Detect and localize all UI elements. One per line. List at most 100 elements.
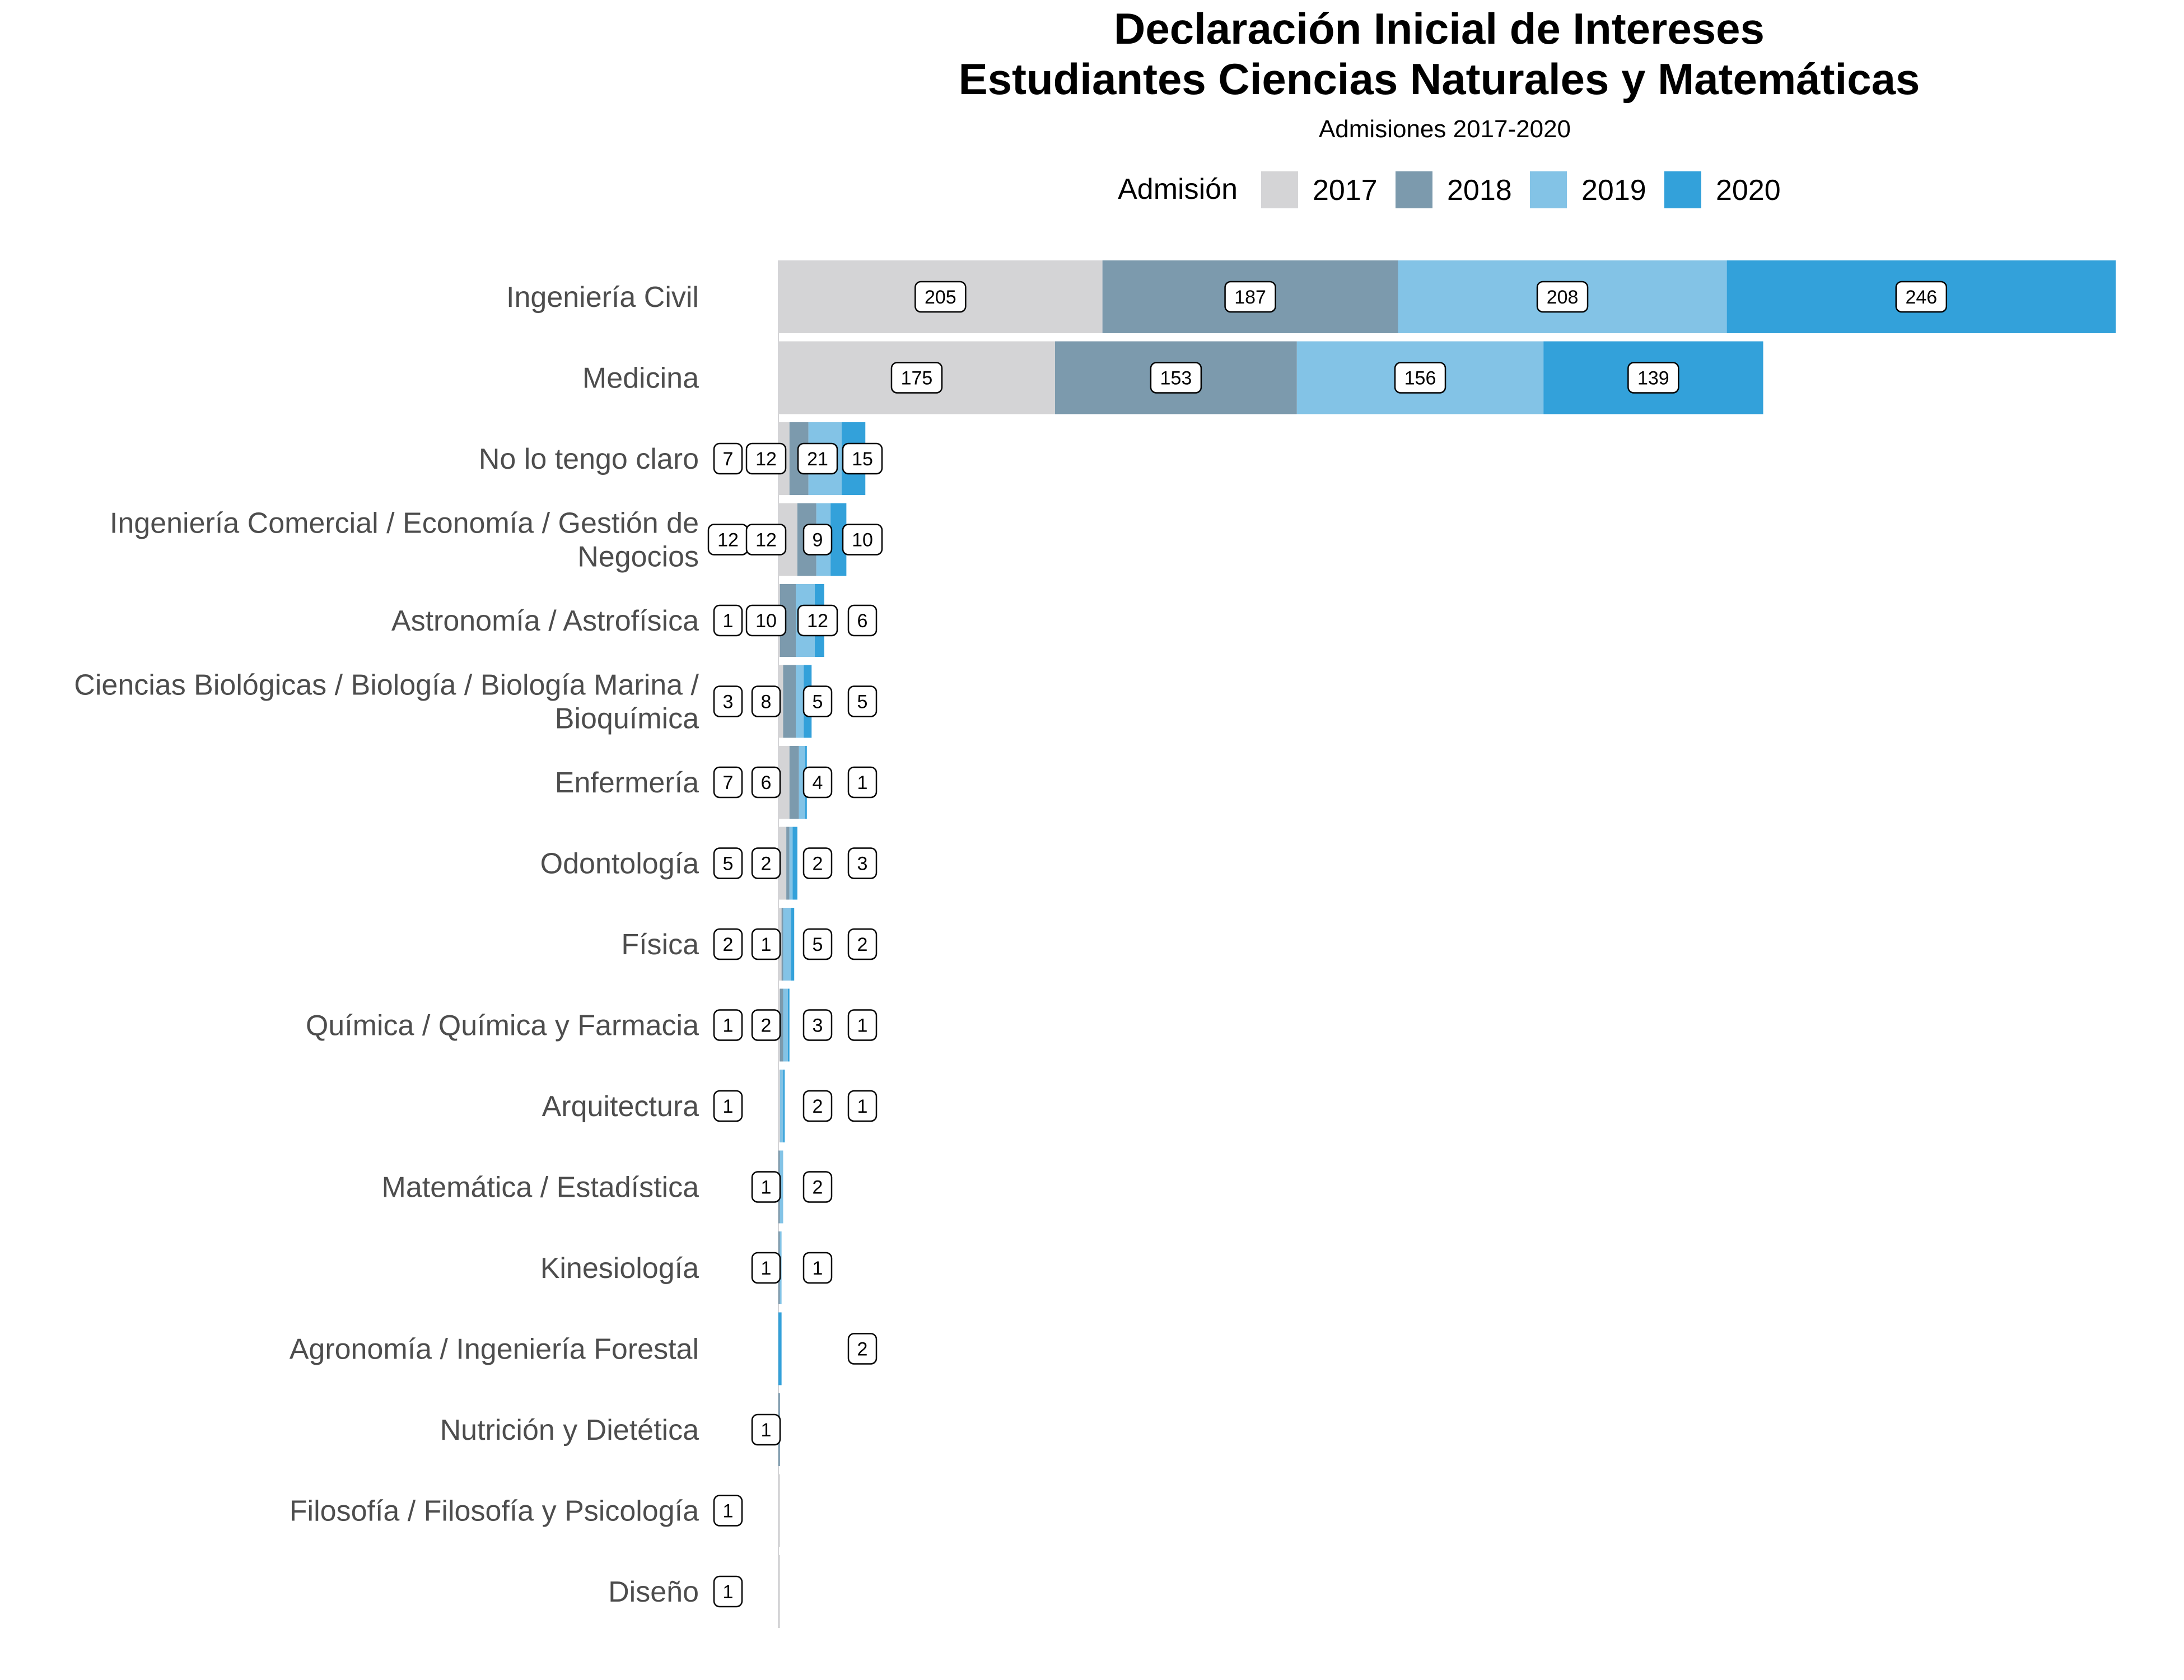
data-label: 1 xyxy=(723,1096,734,1117)
category-label: Odontología xyxy=(540,848,699,880)
data-label: 246 xyxy=(1905,287,1937,308)
data-label: 2 xyxy=(813,1177,823,1198)
data-label: 187 xyxy=(1234,287,1266,308)
data-label-box xyxy=(847,685,878,717)
chart-title: Declaración Inicial de InteresesEstudian… xyxy=(959,4,1920,104)
bar-segment-2020 xyxy=(787,988,790,1062)
data-label-box xyxy=(802,685,833,717)
data-label: 5 xyxy=(813,934,823,955)
data-label: 1 xyxy=(761,1258,772,1279)
data-label-box xyxy=(890,362,943,394)
category-label: Astronomía / Astrofísica xyxy=(391,605,699,637)
bar-segment-2017 xyxy=(778,746,790,819)
data-label: 2 xyxy=(857,934,868,955)
data-label-box xyxy=(713,1090,743,1122)
category-label: Agronomía / Ingeniería Forestal xyxy=(290,1333,699,1366)
data-label: 4 xyxy=(813,772,823,794)
data-label: 2 xyxy=(761,1015,772,1037)
bar-segment-2019 xyxy=(783,988,788,1062)
data-label: 1 xyxy=(761,1420,772,1441)
data-label: 21 xyxy=(807,449,828,470)
data-label: 12 xyxy=(717,530,739,551)
data-label: 6 xyxy=(761,772,772,794)
data-label: 5 xyxy=(723,853,734,875)
data-label-box xyxy=(847,1333,878,1365)
data-label-box xyxy=(751,1009,781,1041)
data-label: 12 xyxy=(755,530,777,551)
bar-segment-2018 xyxy=(780,988,783,1062)
data-label: 1 xyxy=(857,1096,868,1117)
category-label: Física xyxy=(621,928,699,961)
data-label-box xyxy=(713,1575,743,1608)
category-label: Nutrición y Dietética xyxy=(440,1414,699,1446)
bar-segment-2017 xyxy=(778,827,787,900)
bar-segment-2017 xyxy=(778,1070,780,1142)
data-label: 2 xyxy=(723,934,734,955)
data-label-box xyxy=(751,847,781,879)
category-label: Negocios xyxy=(577,541,699,573)
legend-swatch-2020 xyxy=(1664,171,1701,208)
data-label-box xyxy=(914,281,967,313)
bar-segment-2020 xyxy=(792,827,797,900)
bar-segment-2019 xyxy=(799,746,805,819)
data-label: 1 xyxy=(723,610,734,632)
data-label-box xyxy=(751,766,781,799)
data-label: 7 xyxy=(723,772,734,794)
data-label: 1 xyxy=(723,1015,734,1037)
data-label: 2 xyxy=(813,853,823,875)
data-label-box xyxy=(802,928,833,960)
data-label: 15 xyxy=(852,449,873,470)
bar-segment-2020 xyxy=(783,1070,785,1142)
data-label-box xyxy=(713,847,743,879)
legend-label-2020: 2020 xyxy=(1716,174,1781,207)
category-label: Kinesiología xyxy=(540,1252,699,1285)
category-label: Medicina xyxy=(582,362,699,395)
bar-segment-2017 xyxy=(778,1555,780,1628)
legend-swatch-2017 xyxy=(1261,171,1298,208)
bar-segment-2018 xyxy=(781,908,783,981)
bar-segment-2017 xyxy=(778,1474,780,1547)
data-label: 205 xyxy=(925,287,956,308)
data-label: 1 xyxy=(813,1258,823,1279)
category-label: Arquitectura xyxy=(542,1090,699,1123)
data-label-box xyxy=(1394,362,1446,394)
data-label-box xyxy=(751,1252,781,1284)
data-label-box xyxy=(745,524,787,556)
data-label-box xyxy=(1536,281,1589,313)
category-label: No lo tengo claro xyxy=(479,443,699,475)
legend-label-2017: 2017 xyxy=(1313,174,1378,207)
data-label: 2 xyxy=(813,1096,823,1117)
category-label: Enfermería xyxy=(555,767,699,799)
data-label-box xyxy=(745,604,787,637)
legend-title: Admisión xyxy=(1118,173,1238,206)
category-label: Ciencias Biológicas / Biología / Biologí… xyxy=(74,669,699,702)
category-label: Filosofía / Filosofía y Psicología xyxy=(290,1495,699,1528)
data-label: 1 xyxy=(857,772,868,794)
data-label: 10 xyxy=(755,610,777,632)
data-label: 8 xyxy=(761,692,772,713)
data-label-box xyxy=(847,766,878,799)
bar-segment-2018 xyxy=(783,665,796,738)
data-label: 208 xyxy=(1547,287,1579,308)
bar-segment-2018 xyxy=(789,746,799,819)
bar-segment-2019 xyxy=(789,827,793,900)
data-label-box xyxy=(1627,362,1679,394)
data-label-box xyxy=(802,766,833,799)
data-label-box xyxy=(1224,281,1276,313)
bar-segment-2020 xyxy=(791,908,795,981)
bar-segment-2019 xyxy=(783,908,791,981)
data-label-box xyxy=(713,1495,743,1527)
data-label-box xyxy=(797,604,838,637)
category-label: Diseño xyxy=(608,1576,699,1608)
plot-area xyxy=(778,260,2116,1628)
data-label-box xyxy=(713,442,743,475)
chart-title-line: Declaración Inicial de Intereses xyxy=(1114,4,1765,53)
data-label: 5 xyxy=(857,692,868,713)
data-label-box xyxy=(797,442,838,475)
legend-label-2019: 2019 xyxy=(1581,174,1646,207)
data-label-box xyxy=(802,847,833,879)
data-label-box xyxy=(713,928,743,960)
data-label-box xyxy=(1895,281,1948,313)
